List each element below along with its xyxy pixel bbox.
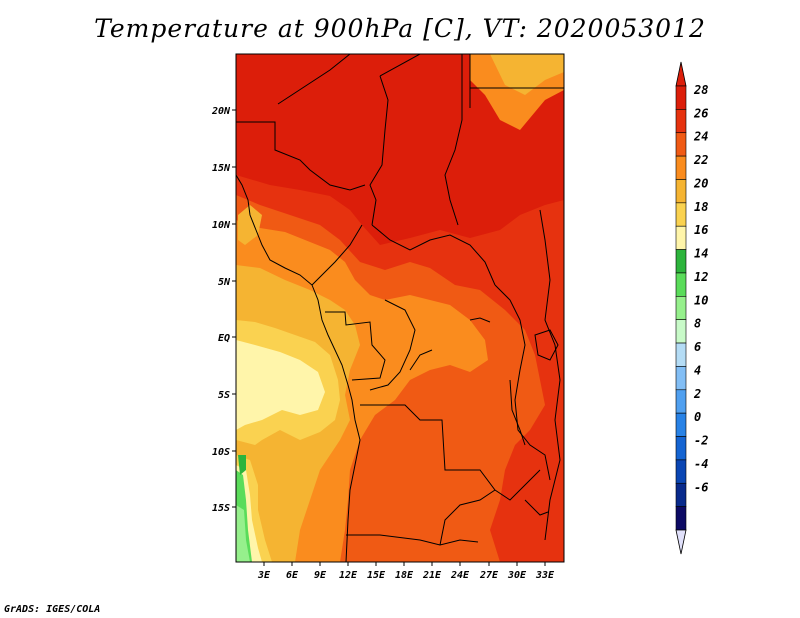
colorbar-label: 16: [694, 223, 708, 237]
colorbar-label: 24: [693, 130, 708, 144]
lake-victoria: [534, 329, 559, 361]
colorbar-label: 28: [693, 83, 708, 97]
coastline: [236, 174, 361, 562]
border-cameroon: [311, 224, 363, 286]
colorbar-label: 26: [693, 106, 708, 120]
colorbar-label: 0: [694, 410, 701, 424]
border-niger-chad: [277, 54, 351, 105]
colorbar-swatch: [675, 459, 687, 484]
colorbar-label: 6: [694, 340, 701, 354]
field-band-16: [236, 340, 325, 430]
border-drc-s: [360, 404, 541, 501]
border-chad-w: [369, 75, 389, 226]
colorbar-swatch: [675, 202, 687, 227]
field-ne-pocket-20: [490, 54, 564, 95]
colorbar-swatch: [675, 342, 687, 367]
lon-label: 18E: [395, 570, 414, 581]
colorbar-swatch: [675, 179, 687, 204]
lat-label: 20N: [211, 106, 231, 117]
lat-label: 15S: [212, 503, 230, 514]
border-angola: [346, 534, 479, 546]
lat-label: EQ: [218, 333, 230, 344]
border-chad-e: [444, 54, 463, 226]
lon-label: 9E: [314, 570, 327, 581]
border-libya-sudan: [379, 54, 471, 108]
field-blob-20: [238, 205, 262, 245]
lat-label: 10S: [212, 447, 230, 458]
latitude-axis: 20N 15N 10N 5N EQ 5S 10S 15S: [211, 106, 236, 514]
colorbar-swatch: [675, 389, 687, 414]
colorbar-label: 14: [694, 247, 708, 261]
colorbar-label: -2: [694, 434, 708, 448]
colorbar-swatch: [675, 436, 687, 461]
field-band-sw-12: [236, 505, 250, 562]
colorbar-label: 20: [693, 176, 708, 190]
field-band-sw-green: [238, 455, 246, 475]
plot-frame: [235, 53, 565, 563]
colorbar-min-arrow: [675, 529, 687, 555]
lat-label: 10N: [212, 220, 231, 231]
lake-malawi: [524, 499, 549, 516]
lon-label: 3E: [257, 570, 271, 581]
border-gabon: [325, 311, 386, 381]
colorbar-label: 12: [694, 270, 708, 284]
colorbar-swatch: [675, 506, 687, 531]
border-e-africa: [539, 209, 561, 541]
colorbar-label: 10: [694, 293, 708, 307]
colorbar-label: 8: [694, 317, 701, 331]
colorbar-label: 22: [693, 153, 708, 167]
border-nw: [236, 121, 366, 191]
border-drc-e: [494, 284, 551, 481]
colorbar-swatch: [675, 412, 687, 437]
colorbar-swatch: [675, 155, 687, 180]
colorbar-swatch: [675, 296, 687, 320]
colorbar-swatch: [675, 482, 687, 507]
border-car: [371, 224, 496, 286]
lon-label: 24E: [450, 570, 470, 581]
lon-label: 30E: [507, 570, 527, 581]
colorbar-label: -6: [694, 480, 708, 494]
lon-label: 12E: [339, 570, 358, 581]
grads-credit: GrADS: IGES/COLA: [4, 604, 101, 615]
lake-tanganyika: [509, 379, 526, 446]
colorbar-swatch: [675, 85, 687, 110]
colorbar-label: -4: [694, 457, 708, 471]
lat-label: 5S: [218, 390, 230, 401]
map-title: Temperature at 900hPa [C], VT: 202005301…: [94, 14, 706, 43]
longitude-axis: 3E 6E 9E 12E 15E 18E 21E 24E 27E 30E 33E: [257, 562, 555, 581]
colorbar-label: 18: [694, 200, 708, 214]
river-congo: [409, 317, 491, 371]
border-congo: [369, 299, 416, 391]
colorbar-label: 4: [694, 363, 701, 377]
lon-label: 6E: [286, 570, 299, 581]
lon-label: 33E: [535, 570, 555, 581]
border-zambia: [439, 489, 496, 546]
lat-label: 15N: [212, 163, 231, 174]
colorbar-swatch: [675, 109, 687, 134]
field-blob-22: [428, 330, 478, 362]
colorbar-swatch: [675, 225, 687, 250]
country-borders: [236, 54, 564, 562]
colorbar-label: 2: [693, 387, 701, 401]
colorbar-swatch: [675, 319, 687, 344]
colorbar-swatch: [675, 272, 687, 297]
colorbar-swatch: [675, 249, 687, 274]
colorbar-swatch: [675, 366, 687, 391]
lon-label: 27E: [479, 570, 499, 581]
lon-label: 21E: [422, 570, 442, 581]
lon-label: 15E: [367, 570, 386, 581]
colorbar-max-arrow: [675, 61, 687, 87]
colorbar-swatch: [675, 132, 687, 157]
lat-label: 5N: [218, 277, 231, 288]
